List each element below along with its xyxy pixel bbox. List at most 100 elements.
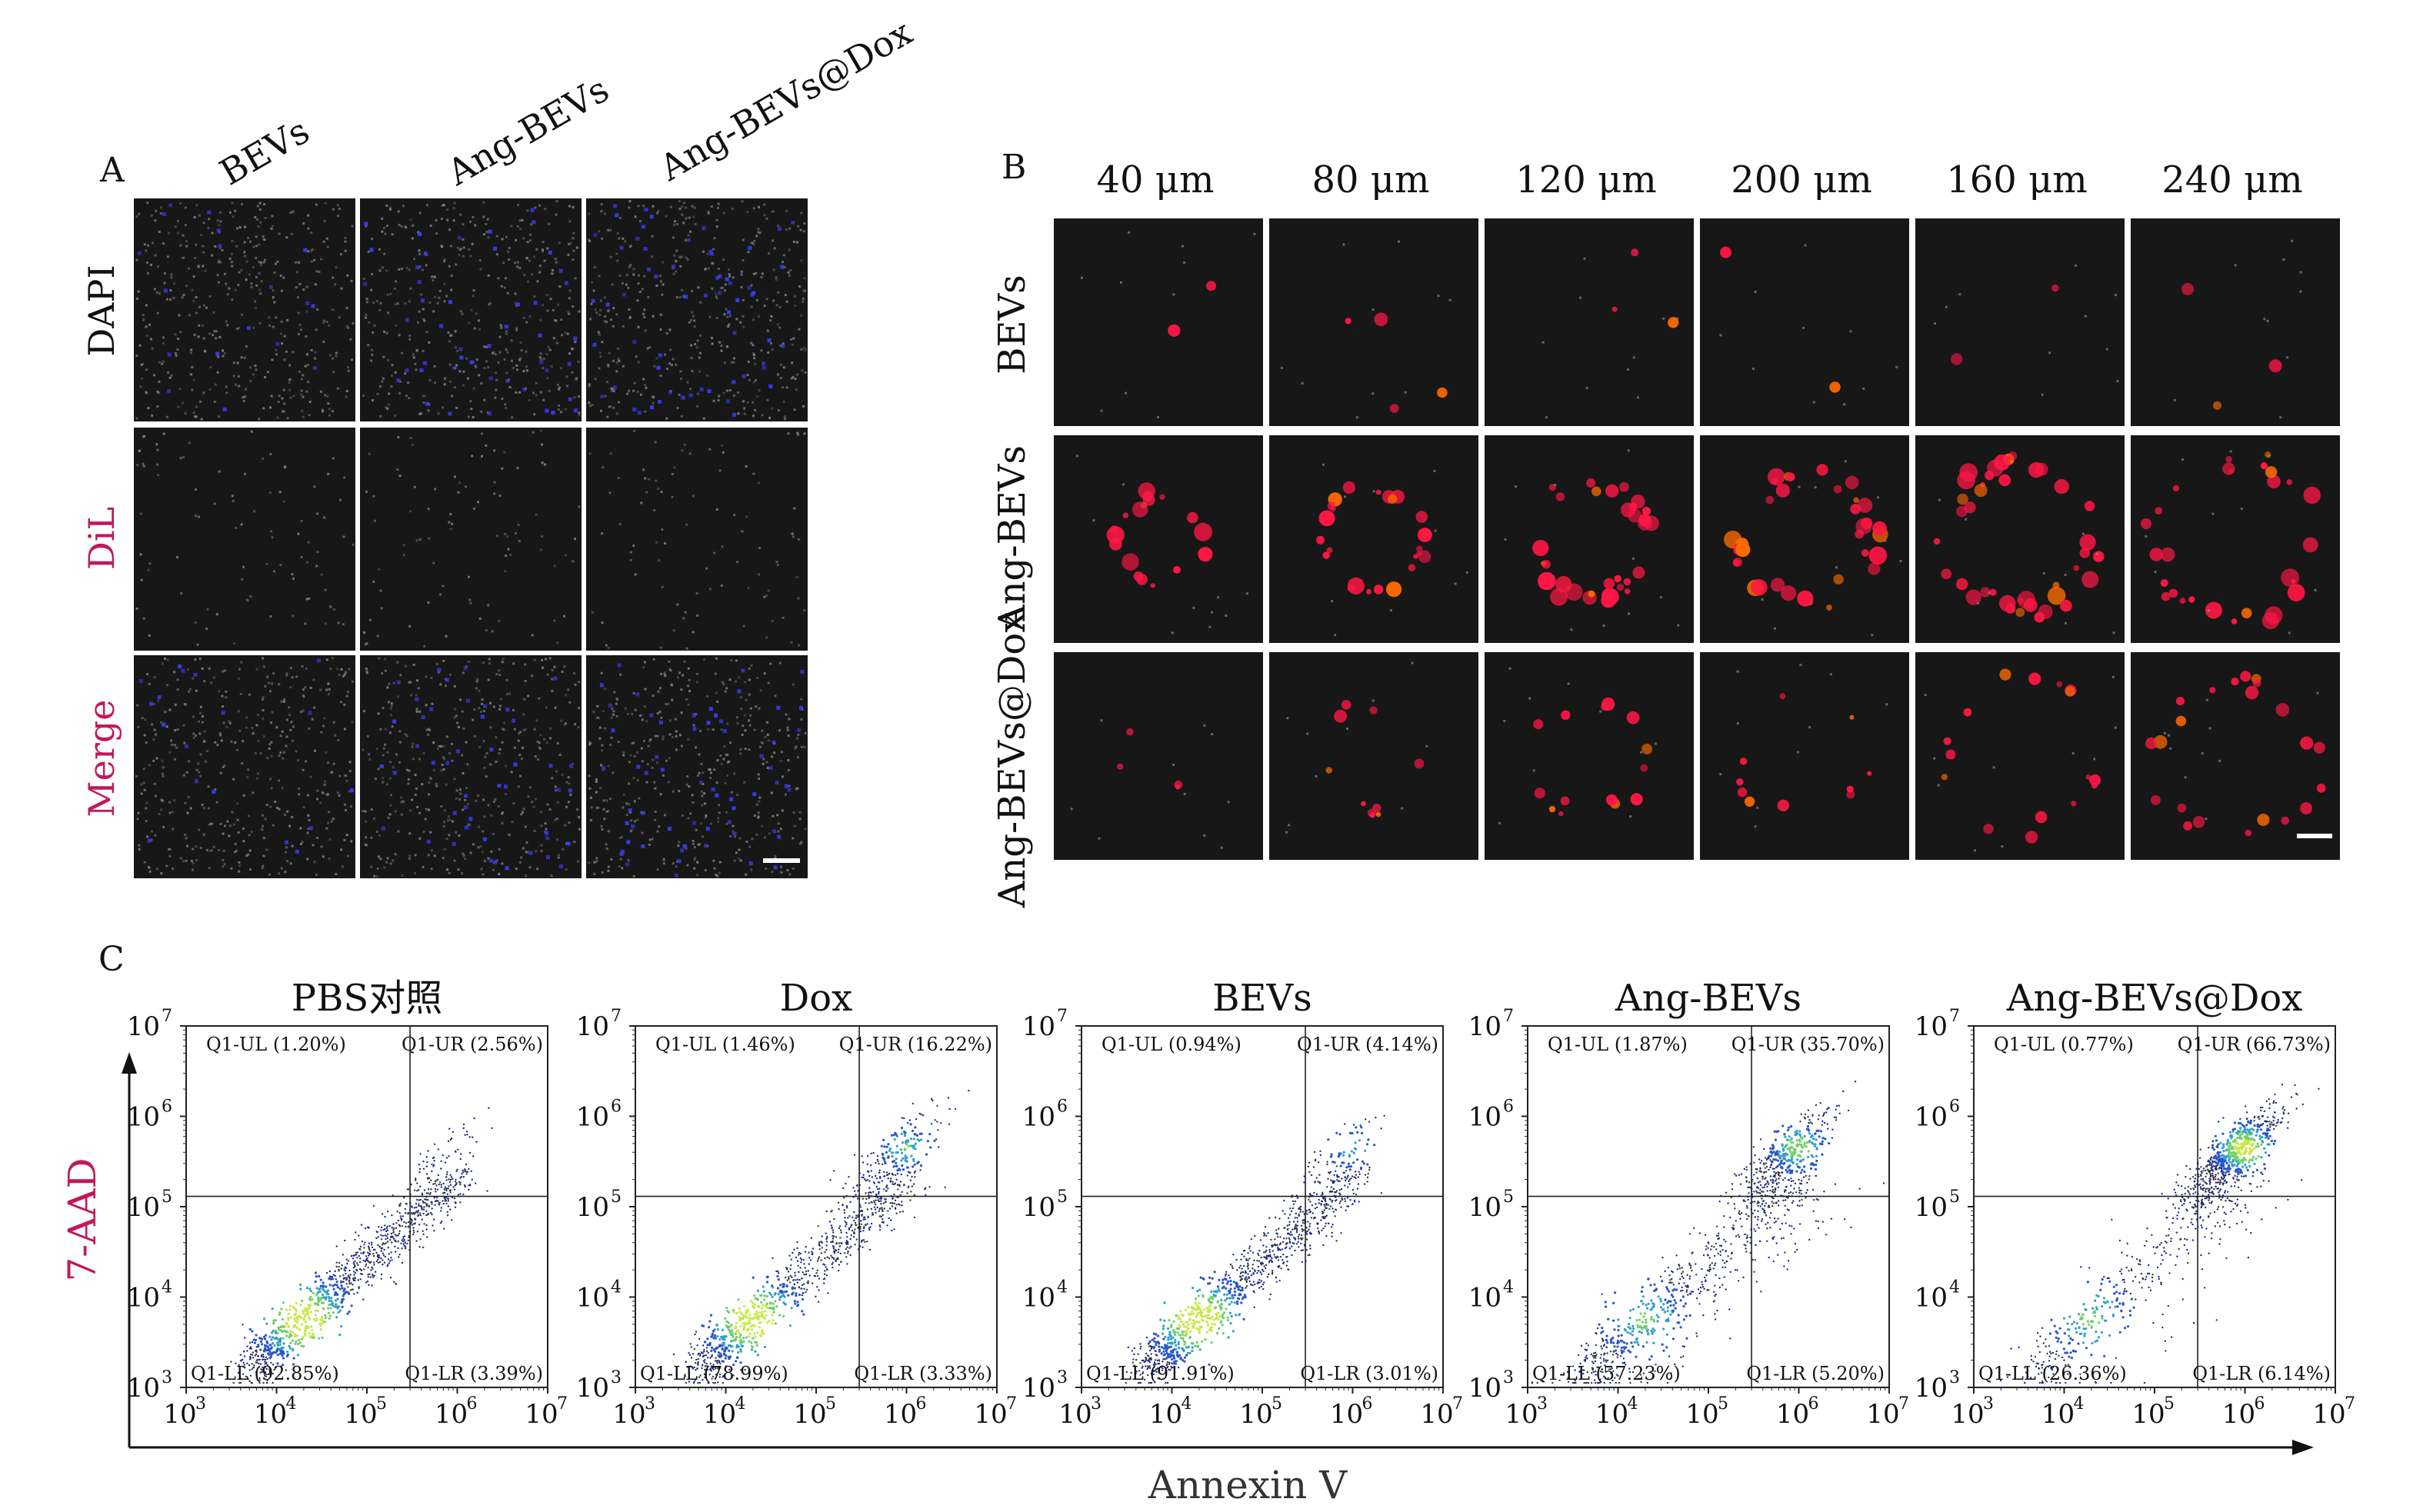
quadrant-label-ur: Q1-UR (16.22%) bbox=[839, 1034, 992, 1055]
x-tick-exponent: 6 bbox=[1808, 1394, 1819, 1414]
y-tick-exponent: 6 bbox=[1949, 1097, 1960, 1117]
y-tick-label: 10 bbox=[1915, 1011, 1948, 1042]
y-tick-exponent: 7 bbox=[1949, 1007, 1960, 1026]
flow-plot-frame bbox=[185, 1025, 548, 1388]
panel-a-image-grid bbox=[134, 198, 808, 878]
x-tick-exponent: 3 bbox=[1091, 1394, 1102, 1414]
x-tick-exponent: 4 bbox=[286, 1394, 297, 1414]
x-tick-label: 10 bbox=[1866, 1399, 1899, 1430]
quadrant-label-lr: Q1-LR (3.39%) bbox=[405, 1363, 543, 1384]
quadrant-label-ul: Q1-UL (0.77%) bbox=[1994, 1034, 2134, 1055]
x-tick-exponent: 5 bbox=[1271, 1394, 1282, 1414]
y-tick-label: 10 bbox=[576, 1373, 609, 1404]
y-tick-exponent: 3 bbox=[1057, 1368, 1068, 1387]
panel-b-image-r1-c0 bbox=[1054, 435, 1263, 643]
y-tick-exponent: 3 bbox=[162, 1368, 172, 1387]
y-tick-exponent: 5 bbox=[1503, 1187, 1514, 1207]
quadrant-label-ll: Q1-LL (91.91%) bbox=[1086, 1363, 1235, 1384]
panel-c-y-arrow-head bbox=[122, 1052, 137, 1074]
panel-a-image-r0-c1 bbox=[360, 198, 582, 421]
quadrant-label-ul: Q1-UL (1.20%) bbox=[206, 1034, 346, 1055]
y-tick-exponent: 7 bbox=[1057, 1007, 1068, 1026]
quadrant-label-lr: Q1-LR (5.20%) bbox=[1746, 1363, 1885, 1384]
x-tick-exponent: 6 bbox=[1362, 1394, 1373, 1414]
flow-plot-events bbox=[230, 1107, 493, 1384]
x-tick-label: 10 bbox=[2131, 1399, 2165, 1430]
panel-b-col-label-2: 120 μm bbox=[1515, 158, 1657, 201]
flow-plot-title: Ang-BEVs bbox=[1615, 977, 1801, 1020]
panel-a-row-label-merge: Merge bbox=[81, 700, 122, 818]
y-tick-exponent: 6 bbox=[162, 1097, 172, 1117]
panel-b-image-r1-c2 bbox=[1485, 435, 1694, 643]
panel-b-image-r0-c3 bbox=[1700, 218, 1909, 426]
y-tick-label: 10 bbox=[127, 1192, 160, 1223]
y-tick-label: 10 bbox=[1468, 1283, 1501, 1314]
x-tick-exponent: 7 bbox=[2345, 1394, 2355, 1414]
panel-a-image-r1-c2 bbox=[586, 428, 808, 651]
y-tick-exponent: 6 bbox=[1503, 1097, 1514, 1117]
quadrant-label-ll: Q1-LL (57.23%) bbox=[1532, 1363, 1681, 1384]
x-tick-exponent: 4 bbox=[735, 1394, 746, 1414]
x-tick-label: 10 bbox=[1239, 1399, 1272, 1430]
flow-plot-frame bbox=[1081, 1025, 1444, 1388]
panel-b-image-r2-c2 bbox=[1485, 652, 1694, 860]
flow-plot-events bbox=[1531, 1081, 1885, 1384]
quadrant-label-ur: Q1-UR (4.14%) bbox=[1297, 1034, 1438, 1055]
y-tick-label: 10 bbox=[1022, 1192, 1055, 1223]
quadrant-label-ul: Q1-UL (0.94%) bbox=[1102, 1034, 1241, 1055]
panel-b-image-r2-c1 bbox=[1269, 652, 1478, 860]
panel-b-row-label-1: Ang-BEVs bbox=[991, 445, 1034, 632]
y-tick-label: 10 bbox=[1915, 1373, 1948, 1404]
x-tick-label: 10 bbox=[2041, 1399, 2075, 1430]
panel-b-image-r1-c3 bbox=[1700, 435, 1909, 643]
y-tick-label: 10 bbox=[1915, 1192, 1948, 1223]
x-tick-label: 10 bbox=[163, 1399, 196, 1430]
y-tick-exponent: 3 bbox=[611, 1368, 622, 1387]
y-tick-label: 10 bbox=[127, 1102, 160, 1133]
x-tick-label: 10 bbox=[793, 1399, 826, 1430]
flow-plot-frame bbox=[1527, 1025, 1890, 1388]
y-tick-label: 10 bbox=[576, 1011, 609, 1042]
y-tick-label: 10 bbox=[576, 1283, 609, 1314]
panel-b-image-r0-c1 bbox=[1269, 218, 1478, 426]
x-tick-exponent: 3 bbox=[1537, 1394, 1548, 1414]
panel-a-image-r0-c0 bbox=[134, 198, 355, 421]
panel-b-letter: B bbox=[1002, 148, 1026, 187]
quadrant-label-ll: Q1-LL (92.85%) bbox=[191, 1363, 339, 1384]
panel-b-image-r0-c0 bbox=[1054, 218, 1263, 426]
y-tick-label: 10 bbox=[1022, 1102, 1055, 1133]
y-tick-exponent: 6 bbox=[1057, 1097, 1068, 1117]
panel-b: B 40 μm 80 μm 120 μm 200 μm 160 μm 240 μ… bbox=[991, 148, 2340, 908]
x-tick-label: 10 bbox=[1776, 1399, 1809, 1430]
y-tick-exponent: 7 bbox=[1503, 1007, 1514, 1026]
x-tick-label: 10 bbox=[1951, 1399, 1984, 1430]
panel-a-letter: A bbox=[99, 151, 125, 190]
flow-plot-title: PBS对照 bbox=[292, 977, 442, 1020]
quadrant-label-ll: Q1-LL (78.99%) bbox=[640, 1363, 788, 1384]
y-tick-label: 10 bbox=[1468, 1011, 1501, 1042]
y-tick-label: 10 bbox=[576, 1192, 609, 1223]
x-tick-label: 10 bbox=[1149, 1399, 1182, 1430]
panel-a-row-label-dapi: DAPI bbox=[81, 265, 122, 356]
y-tick-exponent: 7 bbox=[611, 1007, 622, 1026]
y-tick-label: 10 bbox=[1468, 1102, 1501, 1133]
x-tick-label: 10 bbox=[703, 1399, 736, 1430]
quadrant-label-lr: Q1-LR (3.01%) bbox=[1300, 1363, 1438, 1384]
panel-a-image-r2-c0 bbox=[134, 655, 355, 878]
panel-b-scale-bar bbox=[2297, 834, 2332, 838]
panel-a-image-r2-c1 bbox=[360, 655, 582, 878]
x-tick-exponent: 3 bbox=[645, 1394, 655, 1414]
y-tick-label: 10 bbox=[127, 1373, 160, 1404]
quadrant-label-ul: Q1-UL (1.87%) bbox=[1548, 1034, 1688, 1055]
panel-b-image-r2-c5 bbox=[2131, 652, 2340, 860]
x-tick-exponent: 5 bbox=[1718, 1394, 1728, 1414]
y-tick-exponent: 4 bbox=[1949, 1278, 1960, 1297]
panel-c-x-axis-title: Annexin V bbox=[1148, 1463, 1348, 1507]
y-tick-label: 10 bbox=[1468, 1373, 1501, 1404]
x-tick-label: 10 bbox=[884, 1399, 917, 1430]
x-tick-exponent: 3 bbox=[195, 1394, 206, 1414]
